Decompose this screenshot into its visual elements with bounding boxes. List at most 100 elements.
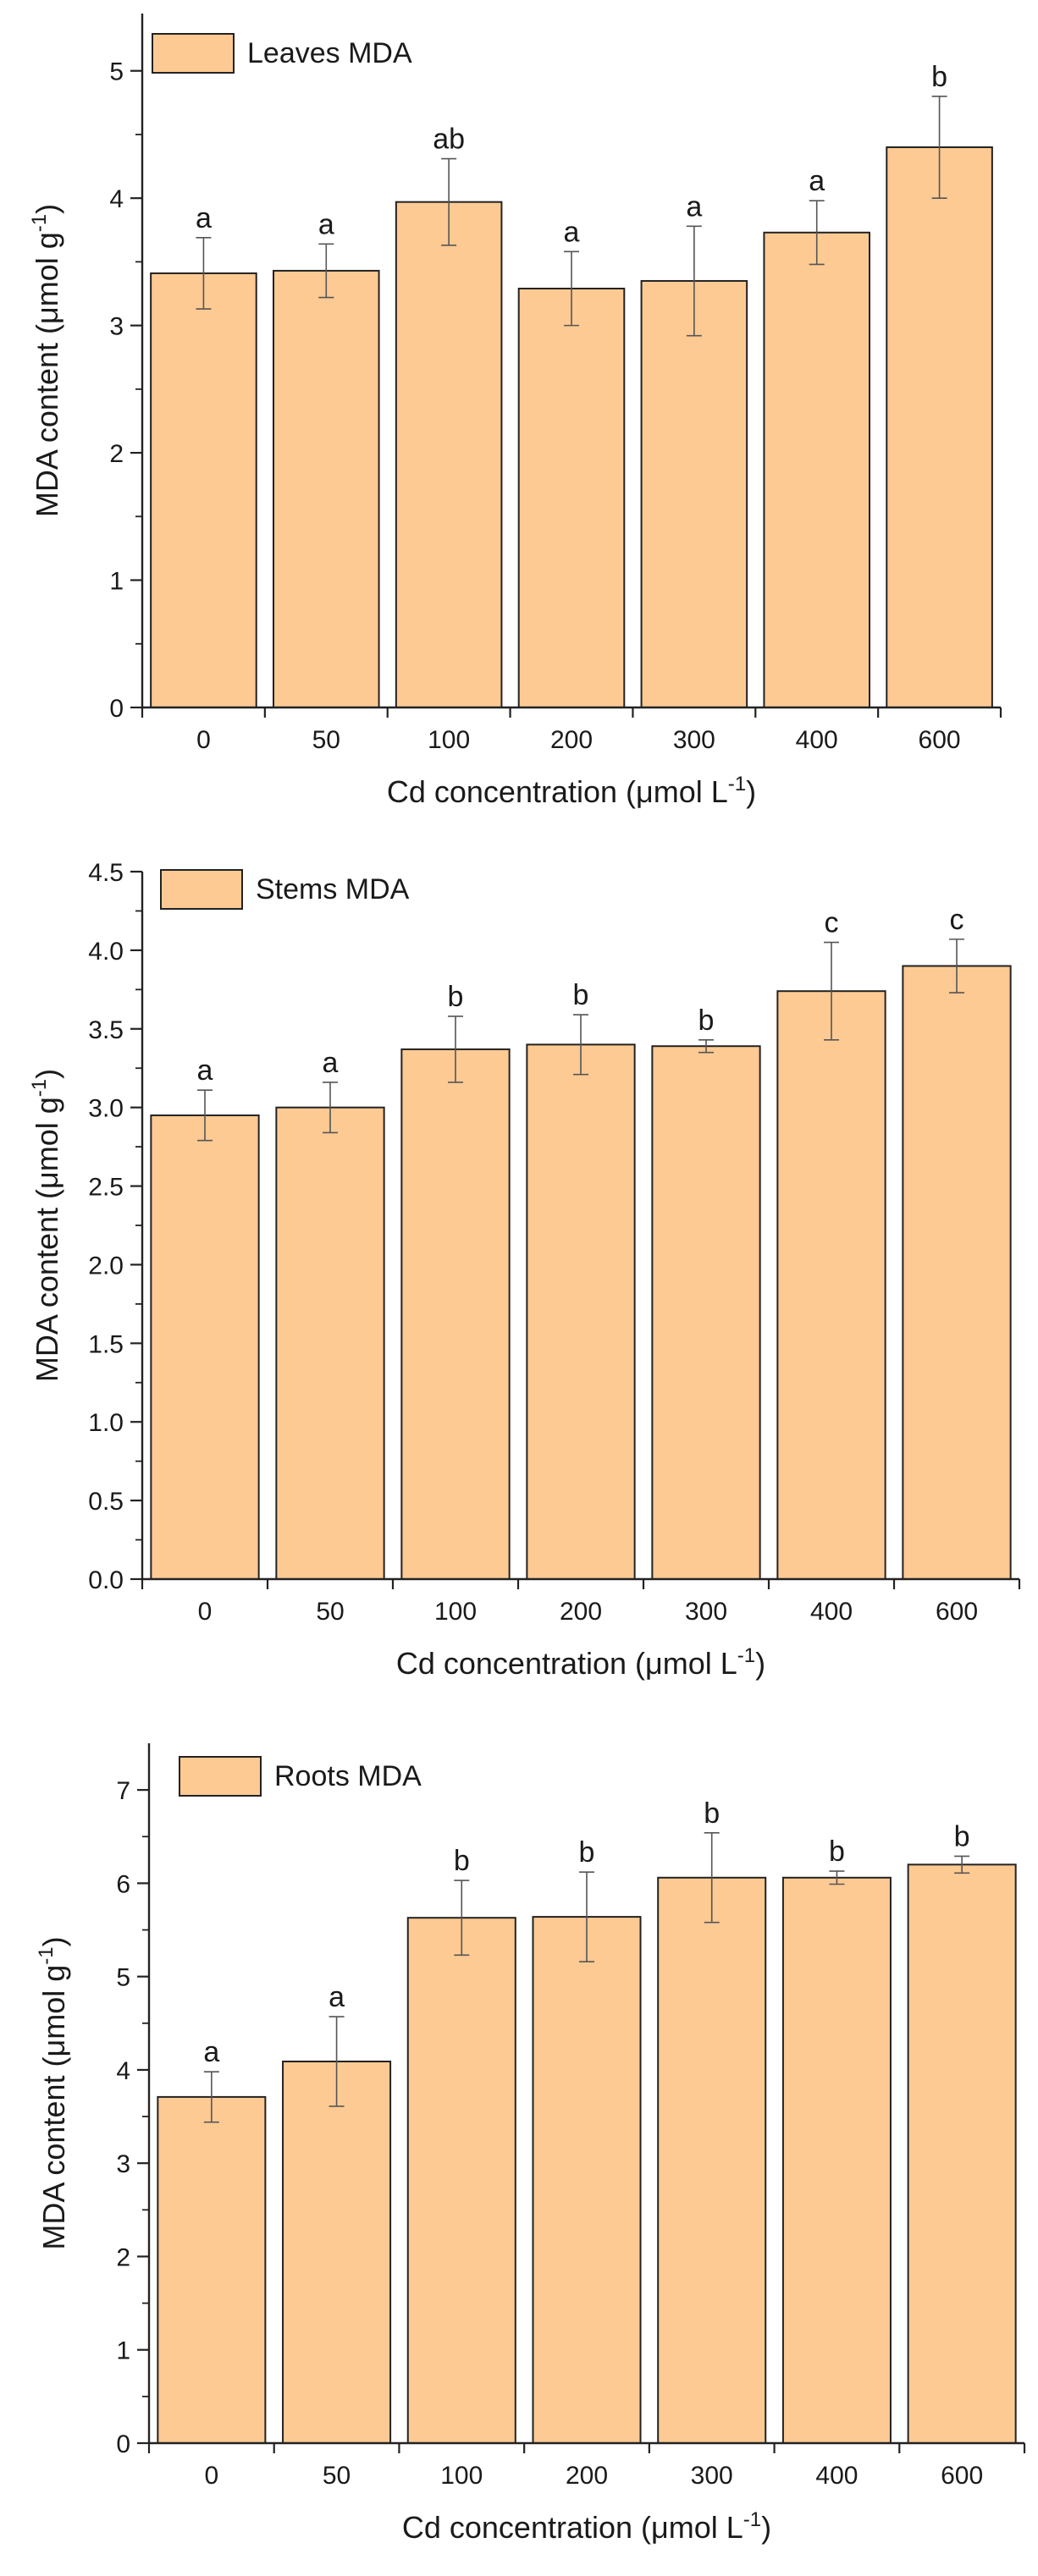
legend-swatch [179,1756,262,1797]
y-tick-label: 5 [116,1964,130,1992]
significance-label-50: a [329,1981,345,2013]
y-tick-label: 2 [116,2243,130,2271]
y-tick-label: 3 [109,313,124,341]
y-tick-label: 2.5 [88,1174,124,1202]
bar-600 [907,1863,1017,2444]
significance-label-0: a [203,2036,219,2068]
y-axis-title: MDA content (μmol g-1) [35,1936,71,2249]
x-tick-label-200: 200 [550,726,593,754]
significance-label-0: a [197,1054,213,1087]
bar-100 [400,1048,511,1580]
y-tick-label: 3.0 [88,1095,124,1123]
significance-label-300: a [686,190,702,223]
significance-label-400: c [825,907,839,939]
significance-label-100: b [454,1845,470,1877]
y-axis-title: MDA content (μmol g-1) [28,1069,64,1382]
significance-label-100: ab [433,124,465,156]
x-tick-label-300: 300 [685,1598,727,1626]
significance-label-600: b [954,1820,970,1852]
y-tick-label: 4.0 [88,938,124,966]
bar-600 [902,965,1012,1580]
x-tick-label-200: 200 [566,2462,608,2490]
x-axis-title: Cd concentration (μmol L-1) [396,1644,765,1681]
y-tick-label: 3 [116,2150,130,2178]
x-tick-label-100: 100 [428,726,470,754]
x-tick-label-50: 50 [316,1598,344,1626]
bar-400 [781,1876,892,2444]
x-tick-label-50: 50 [323,2462,351,2490]
y-tick-label: 0 [109,695,124,723]
y-tick-label: 0 [116,2430,130,2458]
y-tick-label: 6 [116,1870,130,1898]
significance-label-200: a [564,216,580,248]
x-tick-label-600: 600 [941,2462,983,2490]
x-tick-label-300: 300 [691,2462,733,2490]
x-axis-title: Cd concentration (μmol L-1) [402,2508,771,2545]
x-tick-label-400: 400 [810,1598,853,1626]
legend-label: Leaves MDA [247,37,412,69]
legend-label: Stems MDA [256,873,410,905]
x-tick-label-200: 200 [560,1598,602,1626]
significance-label-300: b [698,1005,715,1037]
y-tick-label: 5 [109,58,124,86]
y-tick-label: 2.0 [88,1252,124,1280]
significance-label-100: b [448,981,464,1013]
bar-50 [272,269,380,708]
bar-200 [526,1043,636,1581]
legend-swatch [160,869,243,910]
x-tick-label-50: 50 [312,726,340,754]
significance-label-400: b [829,1836,845,1868]
y-tick-label: 3.5 [88,1016,124,1044]
legend-swatch [152,33,235,74]
y-tick-label: 2 [109,440,124,468]
y-tick-label: 4.5 [88,859,124,887]
bar-0 [150,1114,260,1580]
x-tick-label-100: 100 [440,2462,483,2490]
x-tick-label-600: 600 [936,1598,978,1626]
x-tick-label-300: 300 [673,726,715,754]
x-tick-label-600: 600 [919,726,961,754]
bar-50 [282,2061,392,2444]
y-tick-label: 4 [116,2057,130,2085]
x-tick-label-100: 100 [434,1598,477,1626]
bar-300 [657,1876,767,2444]
x-tick-label-0: 0 [196,726,211,754]
bar-200 [532,1916,642,2444]
chart-panel-3: a a b b b b b 0 1 2 3 4 5 6 7 0 50 100 200 300 400 600 Cd conc… [35,1743,1026,2545]
bar-100 [406,1917,516,2445]
x-tick-label-0: 0 [198,1598,213,1626]
legend-label: Roots MDA [274,1760,422,1792]
significance-label-600: c [950,904,964,936]
significance-label-0: a [196,202,212,234]
y-axis-title: MDA content (μmol g-1) [28,204,64,517]
bar-400 [776,990,886,1581]
significance-label-300: b [704,1797,720,1830]
bar-50 [275,1106,385,1580]
y-tick-label: 1 [109,568,124,596]
y-tick-label: 1 [116,2337,130,2365]
y-tick-label: 1.5 [88,1330,124,1358]
y-tick-label: 4 [109,185,124,213]
significance-label-50: a [323,1047,339,1079]
x-tick-label-0: 0 [205,2462,219,2490]
bar-300 [651,1045,761,1581]
bar-0 [157,2095,267,2444]
chart-panel-2: a a b b b c c 0.0 0.5 1.0 1.5 2.0 2.5 3.0 3.5 4.0 4.5 0 50… [28,859,1021,1681]
x-axis-title: Cd concentration (μmol L-1) [387,773,756,809]
x-tick-label-400: 400 [796,726,838,754]
bar-0 [150,272,257,708]
bar-200 [517,287,626,708]
bar-100 [395,201,503,708]
significance-label-200: b [579,1836,595,1869]
y-tick-label: 0.0 [88,1566,124,1594]
x-tick-label-400: 400 [815,2462,858,2490]
bar-600 [886,146,993,709]
y-tick-label: 1.0 [88,1409,124,1437]
significance-label-50: a [318,208,334,240]
significance-label-400: a [809,165,825,197]
significance-label-600: b [931,61,947,93]
y-tick-label: 0.5 [88,1488,124,1516]
y-tick-label: 7 [116,1777,130,1805]
